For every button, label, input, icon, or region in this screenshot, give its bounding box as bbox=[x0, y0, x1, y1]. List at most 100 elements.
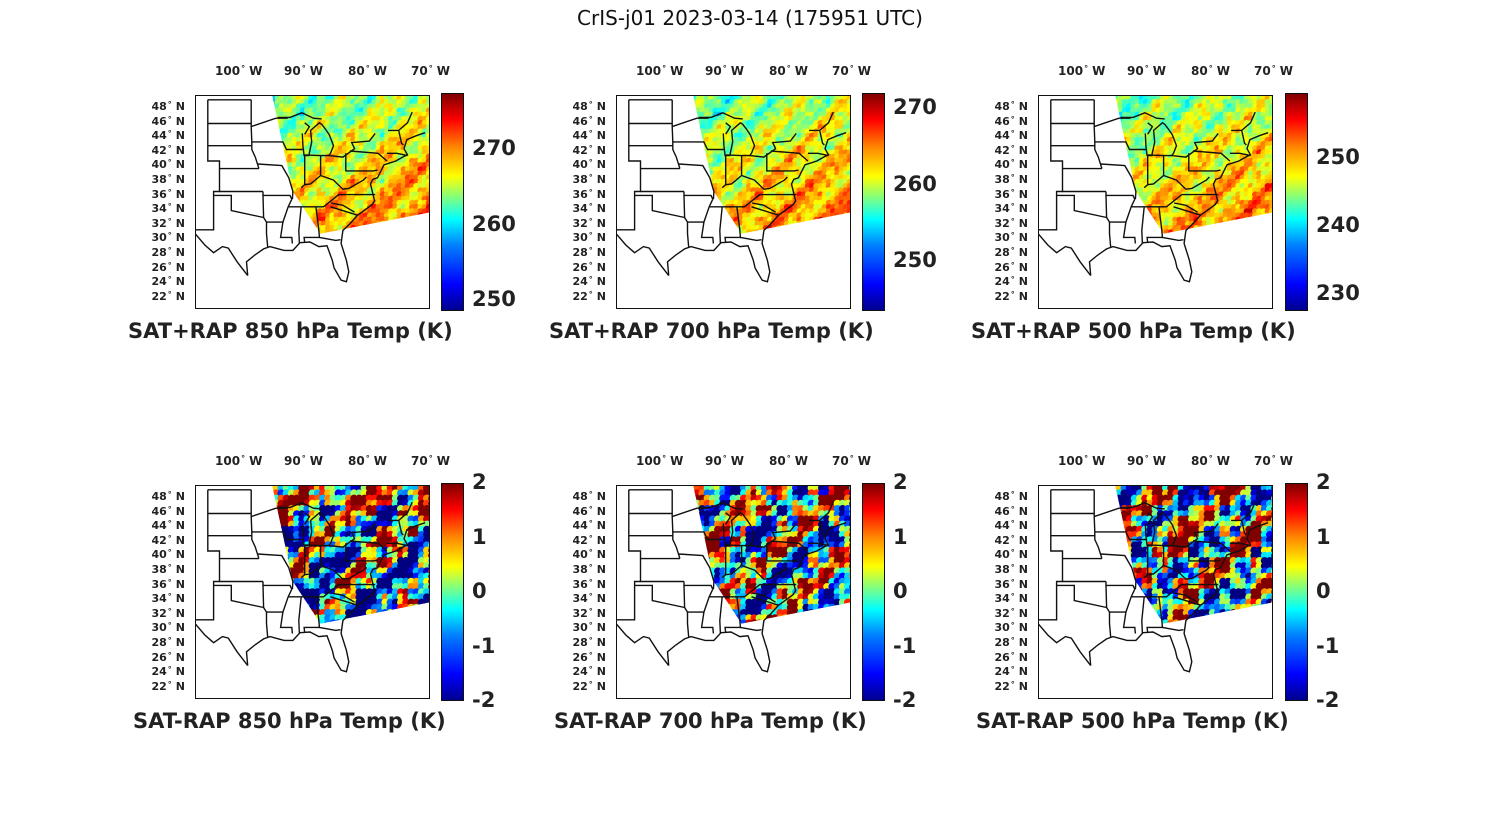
observation-dot bbox=[637, 107, 643, 113]
observation-dot bbox=[350, 250, 356, 256]
observation-dot bbox=[666, 238, 672, 244]
observation-dot bbox=[228, 238, 234, 244]
observation-dot bbox=[212, 103, 218, 109]
observation-dot bbox=[695, 149, 702, 156]
observation-dot bbox=[196, 120, 201, 126]
observation-dot bbox=[237, 254, 243, 260]
observation-dot bbox=[241, 250, 247, 256]
observation-dot bbox=[212, 128, 218, 134]
observation-dot bbox=[400, 229, 408, 234]
observation-dot bbox=[325, 259, 331, 265]
observation-dot bbox=[212, 238, 218, 244]
observation-dot bbox=[401, 275, 407, 281]
observation-dot bbox=[228, 149, 234, 155]
observation-dot bbox=[413, 275, 419, 281]
observation-dot bbox=[216, 112, 222, 118]
observation-dot bbox=[417, 259, 423, 265]
observation-dot bbox=[645, 233, 651, 239]
observation-dot bbox=[207, 183, 213, 189]
observation-dot bbox=[224, 301, 230, 307]
observation-dot bbox=[409, 246, 415, 252]
observation-dot bbox=[817, 233, 824, 234]
observation-dot bbox=[649, 158, 655, 164]
observation-dot bbox=[641, 128, 647, 134]
observation-dot bbox=[354, 250, 360, 256]
observation-dot bbox=[375, 267, 381, 273]
observation-dot bbox=[838, 216, 845, 223]
observation-dot bbox=[413, 242, 419, 248]
observation-dot bbox=[241, 162, 247, 168]
observation-dot bbox=[775, 246, 781, 252]
observation-dot bbox=[199, 149, 205, 155]
observation-dot bbox=[396, 280, 402, 286]
observation-dot bbox=[834, 238, 840, 244]
observation-dot bbox=[258, 96, 264, 101]
observation-dot bbox=[203, 233, 209, 239]
observation-dot bbox=[199, 107, 205, 113]
observation-dot bbox=[695, 170, 702, 177]
observation-dot bbox=[846, 216, 850, 224]
observation-dot bbox=[196, 301, 201, 307]
observation-dot bbox=[196, 149, 201, 155]
observation-dot bbox=[654, 103, 660, 109]
observation-dot bbox=[199, 112, 205, 118]
observation-dot bbox=[329, 275, 335, 281]
observation-dot bbox=[258, 288, 264, 294]
observation-dot bbox=[203, 183, 209, 189]
observation-dot bbox=[624, 200, 630, 206]
observation-dot bbox=[333, 301, 339, 307]
observation-dot bbox=[693, 174, 698, 182]
observation-dot bbox=[384, 242, 390, 248]
observation-dot bbox=[216, 233, 222, 239]
observation-dot bbox=[212, 275, 218, 281]
observation-dot bbox=[317, 275, 323, 281]
observation-dot bbox=[283, 263, 289, 269]
observation-dot bbox=[359, 246, 365, 252]
observation-dot bbox=[617, 149, 622, 155]
observation-dot bbox=[245, 133, 251, 139]
observation-dot bbox=[662, 204, 668, 210]
observation-dot bbox=[249, 191, 255, 197]
observation-dot bbox=[645, 221, 651, 227]
observation-dot bbox=[291, 271, 297, 277]
observation-dot bbox=[233, 107, 239, 113]
observation-dot bbox=[645, 191, 651, 197]
observation-dot bbox=[679, 233, 685, 239]
observation-dot bbox=[699, 204, 707, 211]
observation-dot bbox=[654, 238, 660, 244]
observation-dot bbox=[637, 149, 643, 155]
observation-dot bbox=[329, 292, 335, 298]
observation-dot bbox=[679, 112, 685, 118]
observation-dot bbox=[670, 238, 676, 244]
observation-dot bbox=[338, 267, 344, 273]
observation-dot bbox=[262, 170, 268, 176]
observation-dot bbox=[620, 154, 626, 160]
observation-dot bbox=[813, 220, 820, 228]
observation-dot bbox=[425, 233, 429, 234]
observation-dot bbox=[384, 292, 390, 298]
observation-dot bbox=[400, 220, 407, 228]
observation-dot bbox=[196, 208, 201, 214]
observation-dot bbox=[658, 103, 664, 109]
observation-dot bbox=[359, 280, 365, 286]
observation-dot bbox=[203, 141, 209, 147]
observation-dot bbox=[617, 179, 622, 185]
observation-dot bbox=[628, 196, 634, 202]
observation-dot bbox=[617, 183, 622, 189]
observation-dot bbox=[199, 212, 205, 218]
observation-dot bbox=[725, 246, 731, 252]
observation-dot bbox=[628, 233, 634, 239]
observation-dot bbox=[203, 275, 209, 281]
observation-dot bbox=[216, 271, 222, 277]
observation-dot bbox=[788, 229, 795, 234]
observation-dot bbox=[342, 284, 348, 290]
observation-dot bbox=[679, 242, 685, 248]
observation-dot bbox=[224, 217, 230, 223]
observation-dot bbox=[695, 132, 702, 139]
observation-dot bbox=[693, 212, 698, 219]
observation-dot bbox=[237, 166, 243, 172]
observation-dot bbox=[380, 246, 386, 252]
observation-dot bbox=[224, 166, 230, 172]
observation-dot bbox=[354, 284, 360, 290]
observation-dot bbox=[649, 128, 655, 134]
